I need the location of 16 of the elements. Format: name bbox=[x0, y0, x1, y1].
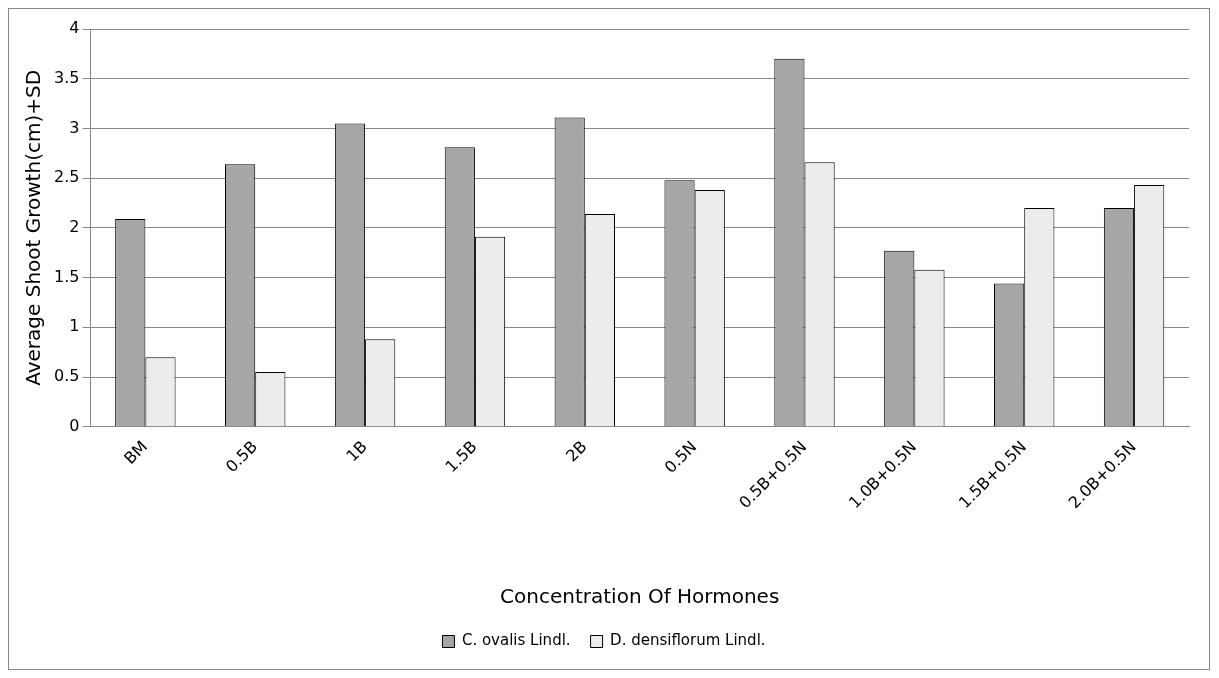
x-tick-label: BM bbox=[120, 436, 152, 468]
legend-label: D. densiflorum Lindl. bbox=[610, 631, 766, 650]
x-tick-label: 2B bbox=[562, 436, 591, 466]
y-tick-label: 1 bbox=[69, 316, 80, 336]
y-tick-label: 2 bbox=[69, 217, 80, 237]
y-axis-title: Average Shoot Growth(cm)+SD bbox=[21, 69, 46, 386]
x-axis-title: Concentration Of Hormones bbox=[500, 584, 780, 609]
legend-label: C. ovalis Lindl. bbox=[461, 631, 571, 650]
y-tick-label: 2.5 bbox=[53, 167, 80, 187]
y-tick-label: 1.5 bbox=[53, 266, 80, 286]
y-tick-label: 4 bbox=[69, 18, 80, 38]
y-tick-label: 3.5 bbox=[53, 67, 80, 87]
y-tick-label: 3 bbox=[69, 117, 80, 137]
y-tick-label: 0 bbox=[69, 415, 80, 435]
x-tick-label: 1B bbox=[342, 436, 371, 466]
y-tick-label: 0.5 bbox=[53, 366, 80, 386]
